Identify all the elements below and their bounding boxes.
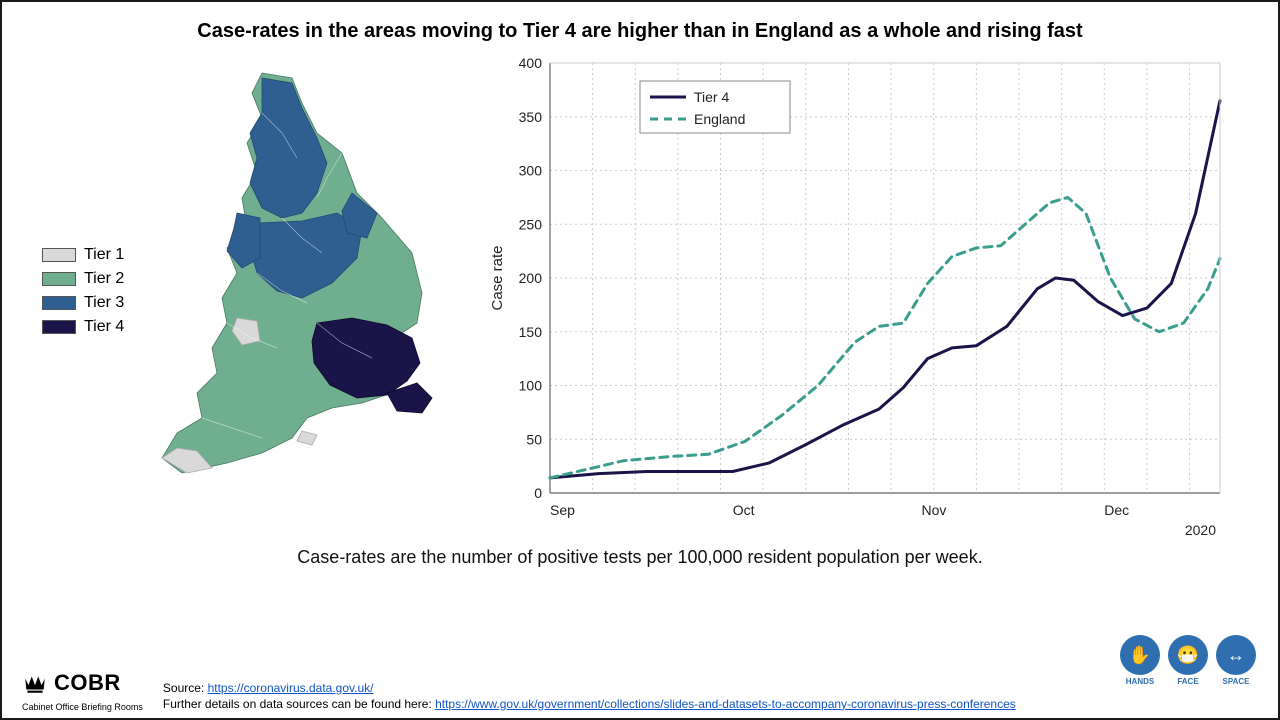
svg-text:300: 300	[519, 163, 543, 179]
svg-text:400: 400	[519, 55, 543, 71]
face-icon: 😷	[1168, 635, 1208, 675]
page-title: Case-rates in the areas moving to Tier 4…	[2, 2, 1278, 53]
map-legend-row: Tier 2	[42, 267, 124, 291]
cobr-name: COBR	[54, 670, 121, 696]
svg-text:250: 250	[519, 216, 543, 232]
line-chart: 0 50 100 150 200 250 300 350 400 Sep Oct Nov Dec 2020…	[472, 53, 1248, 543]
map-legend-row: Tier 3	[42, 291, 124, 315]
legend-label: Tier 4	[84, 315, 124, 339]
cobr-logo: COBR Cabinet Office Briefing Rooms	[22, 670, 143, 712]
svg-text:150: 150	[519, 324, 543, 340]
svg-text:Case rate: Case rate	[489, 245, 506, 310]
legend-label: Tier 3	[84, 291, 124, 315]
legend-label: Tier 2	[84, 267, 124, 291]
map-tier1-iow	[297, 431, 317, 445]
svg-text:Oct: Oct	[733, 502, 755, 518]
map-legend: Tier 1Tier 2Tier 3Tier 4	[42, 243, 124, 339]
legend-swatch	[42, 248, 76, 262]
series-tier-4	[550, 101, 1220, 478]
svg-text:2020: 2020	[1185, 522, 1216, 538]
hands-icon: ✋	[1120, 635, 1160, 675]
source-prefix: Source:	[163, 681, 208, 695]
crown-icon	[22, 670, 48, 696]
map-legend-row: Tier 1	[42, 243, 124, 267]
source-link[interactable]: https://coronavirus.data.gov.uk/	[208, 681, 374, 695]
legend-swatch	[42, 320, 76, 334]
chart-svg: 0 50 100 150 200 250 300 350 400 Sep Oct Nov Dec 2020…	[472, 53, 1248, 543]
svg-text:350: 350	[519, 109, 543, 125]
source-lines: Source: https://coronavirus.data.gov.uk/…	[163, 680, 1258, 712]
legend-swatch	[42, 272, 76, 286]
map-panel: Tier 1Tier 2Tier 3Tier 4	[32, 53, 462, 543]
svg-text:Nov: Nov	[922, 502, 947, 518]
svg-text:200: 200	[519, 270, 543, 286]
cobr-subtitle: Cabinet Office Briefing Rooms	[22, 702, 143, 712]
series-england	[550, 197, 1220, 478]
svg-text:Tier 4: Tier 4	[694, 89, 729, 105]
footer: COBR Cabinet Office Briefing Rooms Sourc…	[22, 670, 1258, 712]
details-link[interactable]: https://www.gov.uk/government/collection…	[435, 697, 1016, 711]
svg-text:0: 0	[534, 485, 542, 501]
content-row: Tier 1Tier 2Tier 3Tier 4	[2, 53, 1278, 543]
map-svg	[142, 53, 442, 493]
map-legend-row: Tier 4	[42, 315, 124, 339]
chart-caption: Case-rates are the number of positive te…	[2, 543, 1278, 568]
details-prefix: Further details on data sources can be f…	[163, 697, 435, 711]
svg-text:50: 50	[526, 431, 542, 447]
svg-text:England: England	[694, 111, 745, 127]
space-icon: ↔	[1216, 635, 1256, 675]
svg-text:Dec: Dec	[1104, 502, 1129, 518]
svg-text:100: 100	[519, 378, 543, 394]
svg-text:Sep: Sep	[550, 502, 575, 518]
legend-label: Tier 1	[84, 243, 124, 267]
legend-swatch	[42, 296, 76, 310]
